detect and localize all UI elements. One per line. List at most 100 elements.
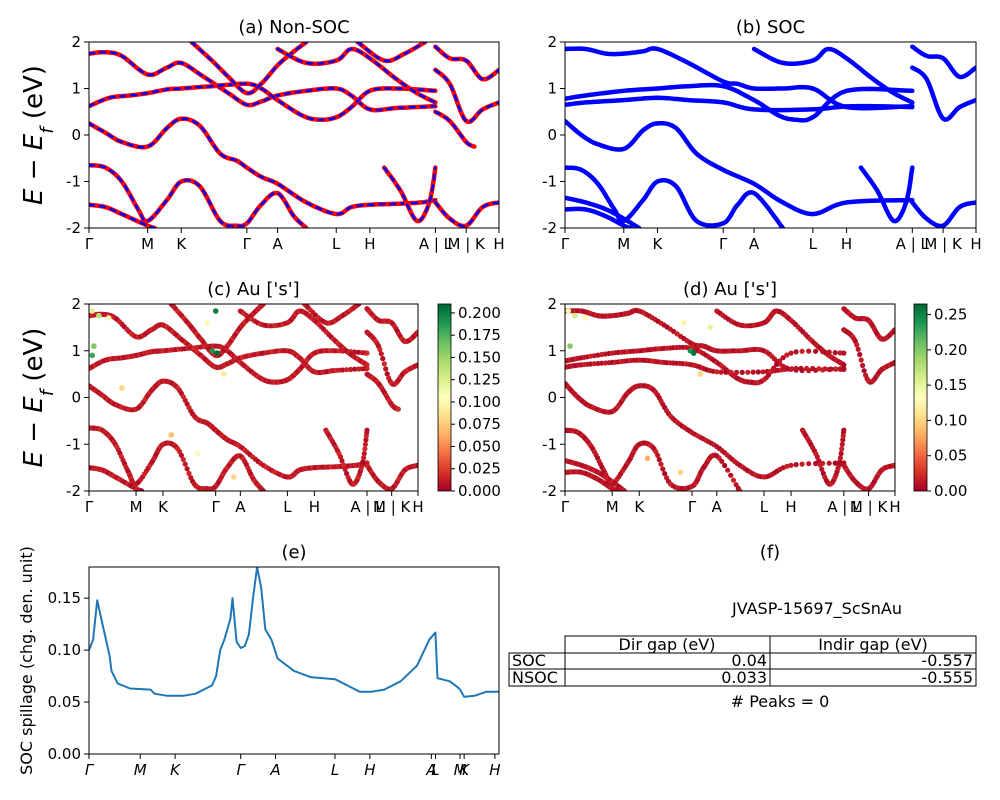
colorbar-tick-label-c: 0.100 (458, 393, 501, 411)
projection-point-d (819, 466, 825, 472)
projection-point-c (340, 462, 347, 468)
projection-point-c (180, 456, 186, 463)
projection-point-d (839, 441, 845, 447)
projection-point-highlight-d (565, 308, 572, 314)
table-row-label-soc: SOC (512, 651, 546, 670)
projection-point-c (415, 362, 418, 368)
x-tick-label-c: Γ (85, 498, 94, 516)
x-tick-label-e: M (134, 761, 147, 779)
x-tick-label-b: A (749, 235, 760, 253)
panel-f-title: (f) (760, 542, 780, 563)
band-line-b-2 (565, 95, 915, 113)
projection-point-c (364, 362, 370, 368)
y-tick-label-d: -1 (542, 435, 557, 453)
table-row-label-nsoc: NSOC (512, 668, 558, 687)
projection-point-c (378, 351, 384, 357)
axes-frame-c (88, 303, 419, 492)
x-tick-label-e: Γ (237, 761, 247, 779)
projection-point-highlight-d (582, 315, 588, 321)
band-line-dashed-a-3 (89, 163, 308, 228)
projection-point-highlight-c (194, 450, 201, 457)
projection-point-c (364, 350, 370, 356)
x-tick-label-d: A | L (827, 498, 861, 516)
y-tick-label-b: -1 (542, 173, 557, 191)
projection-point-d (745, 369, 751, 375)
y-axis-label-part: E − (19, 150, 49, 205)
table-cell-nsoc-indir: -0.555 (921, 668, 973, 687)
x-tick-label-a: M (141, 235, 154, 253)
projection-point-d (854, 342, 860, 348)
x-tick-label-d: H (785, 498, 796, 516)
projection-point-highlight-d (567, 343, 573, 349)
band-line-a-3 (89, 162, 309, 228)
colorbar-c (437, 303, 452, 492)
x-tick-label-b: M | K (924, 235, 963, 253)
projection-point-d (793, 349, 799, 355)
projection-point-c (348, 366, 354, 373)
projection-point-c (139, 488, 145, 491)
projection-point-d (788, 350, 794, 356)
x-tick-label-e: A (425, 761, 436, 779)
projection-point-d (660, 466, 666, 472)
projection-point-d (841, 350, 847, 356)
projection-point-d (810, 365, 816, 372)
x-tick-label-a: M | K (448, 235, 487, 253)
projection-point-c (339, 458, 345, 464)
y-axis-label-part: f (37, 125, 58, 134)
projection-point-d (725, 467, 731, 473)
x-tick-label-d: K (634, 498, 645, 516)
projection-point-highlight-d (681, 319, 687, 326)
projection-point-d (784, 463, 790, 469)
projection-point-d (841, 362, 847, 368)
y-tick-label-b: 0 (547, 126, 557, 144)
colorbar-tick-label-c: 0.125 (458, 371, 501, 389)
colorbar-tick-label-d: 0.20 (934, 341, 967, 359)
panel-title-c: (c) Au ['s'] (207, 279, 299, 300)
projection-point-c (361, 450, 367, 457)
projection-point-d (719, 458, 725, 464)
projection-point-d (822, 366, 828, 372)
panel-title-d: (d) Au ['s'] (683, 279, 777, 300)
projection-point-d (892, 462, 895, 468)
y-tick-label-a: 2 (71, 33, 81, 51)
band-line-dashed-a-11 (434, 45, 499, 81)
band-line-dashed-a-8 (382, 166, 437, 223)
table-cell (769, 668, 977, 687)
x-tick-label-c: Γ (211, 498, 220, 516)
band-line-dashed-a-12 (434, 201, 499, 228)
y-axis-label-c: E − Ef (eV) (19, 328, 58, 468)
x-tick-label-b: H (970, 235, 981, 253)
band-line-dashed-a-9 (434, 68, 499, 124)
projection-point-d (780, 355, 786, 361)
colorbar-tick-label-d: 0.05 (934, 447, 967, 465)
projection-point-c (337, 454, 344, 460)
colorbar-tick-label-c: 0.050 (458, 437, 501, 455)
projection-point-highlight-c (214, 350, 221, 356)
plot-area-d (565, 306, 895, 491)
axes-frame-d (564, 303, 896, 492)
projection-point-highlight-d (644, 455, 651, 462)
band-line-dashed-a-10 (434, 110, 476, 148)
x-tick-label-e: A (269, 761, 280, 779)
projection-point-c (384, 371, 390, 377)
projection-point-d (774, 361, 780, 367)
y-tick-label-a: -1 (66, 173, 81, 191)
x-tick-label-b: K (653, 235, 664, 253)
projection-point-d (789, 366, 795, 372)
y-tick-label-d: 2 (547, 295, 557, 313)
material-id-caption: JVASP-15697_ScSnAu (731, 599, 902, 619)
projection-point-c (361, 455, 367, 461)
projection-point-c (415, 462, 418, 468)
y-axis-label-part: E (19, 396, 49, 413)
projection-point-d (806, 461, 812, 467)
band-line-b-8 (858, 165, 915, 224)
projection-point-d (799, 348, 805, 354)
plot-area-c (89, 304, 418, 491)
x-tick-label-c: H (309, 498, 320, 516)
projection-point-d (837, 459, 843, 465)
projection-point-d (839, 446, 845, 452)
x-tick-label-c: H (412, 498, 423, 516)
x-tick-label-b: Γ (719, 235, 728, 253)
